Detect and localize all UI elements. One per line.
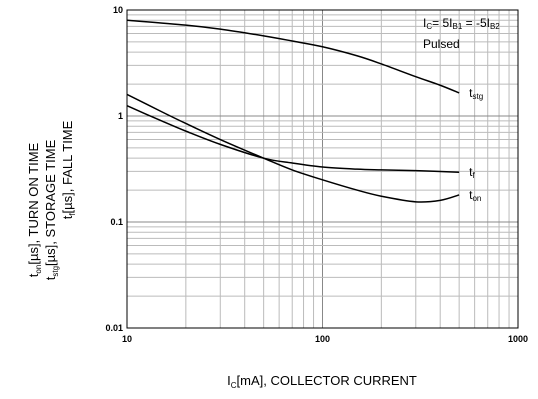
- pulsed-annotation: Pulsed: [423, 37, 460, 51]
- y-tick-label: 0.1: [110, 217, 123, 227]
- x-tick-label: 100: [315, 334, 330, 344]
- x-tick-label: 10: [122, 334, 132, 344]
- series-label-stg: tstg: [469, 86, 483, 101]
- series-line-on: [126, 93, 460, 203]
- x-axis-label: IC[mA], COLLECTOR CURRENT: [227, 373, 417, 390]
- series-line-f: [126, 105, 460, 173]
- y-tick-label: 1: [118, 111, 123, 121]
- y-axis-label: ton[µs], TURN ON TIME tstg[µs], STORAGE …: [26, 120, 77, 280]
- plot-frame: [126, 9, 519, 329]
- y-axis-label-line-3: tf[µs], FALL TIME: [60, 120, 77, 219]
- series-label-on: ton: [469, 188, 481, 203]
- x-tick-label: 1000: [508, 334, 528, 344]
- y-tick-label: 10: [113, 5, 123, 15]
- series-group: [126, 19, 460, 203]
- y-tick-label: 0.01: [105, 323, 123, 333]
- y-axis-label-line-1: ton[µs], TURN ON TIME: [26, 142, 43, 277]
- grid: [127, 10, 518, 328]
- series-labels: tstg tf ton: [469, 86, 483, 203]
- condition-annotation: IC= 5IB1 = -5IB2: [423, 16, 500, 31]
- series-label-f: tf: [469, 165, 475, 180]
- tick-labels: 10 100 1000 0.01 0.1 1 10: [105, 5, 528, 344]
- y-axis-label-line-2: tstg[µs], STORAGE TIME: [43, 139, 60, 280]
- series-line-stg: [126, 19, 460, 94]
